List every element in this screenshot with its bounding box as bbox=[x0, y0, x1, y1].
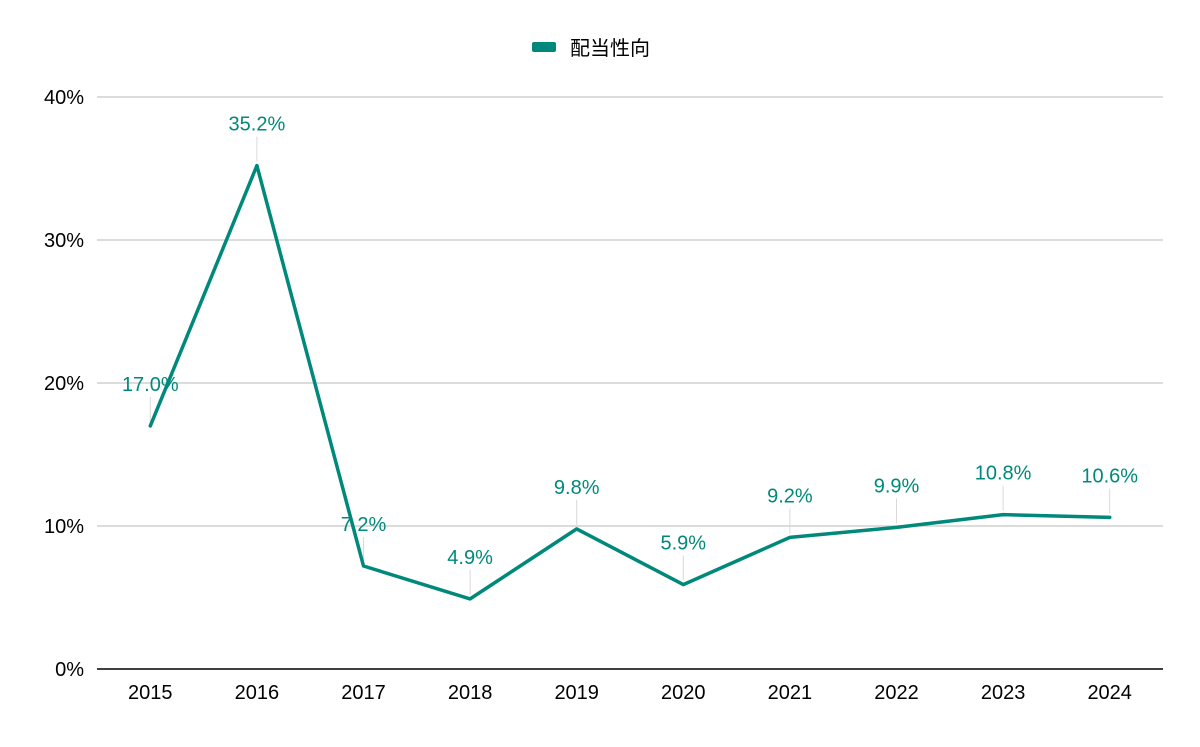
data-label: 17.0% bbox=[122, 374, 179, 396]
x-tick-label: 2023 bbox=[981, 682, 1026, 704]
data-label: 5.9% bbox=[661, 533, 707, 555]
data-point bbox=[1001, 513, 1005, 517]
data-label: 9.2% bbox=[767, 485, 813, 507]
data-point bbox=[255, 164, 259, 168]
data-point bbox=[575, 527, 579, 531]
data-point bbox=[362, 564, 365, 568]
data-label: 4.9% bbox=[447, 547, 493, 569]
x-tick-label: 2021 bbox=[768, 682, 813, 704]
x-tick-label: 2015 bbox=[128, 682, 173, 704]
data-point bbox=[788, 535, 792, 539]
x-tick-label: 2022 bbox=[874, 682, 919, 704]
series-lines bbox=[148, 163, 1112, 601]
y-tick-label: 10% bbox=[44, 516, 84, 538]
data-point bbox=[1108, 515, 1112, 519]
y-tick-label: 30% bbox=[44, 230, 84, 252]
x-tick-label: 2020 bbox=[661, 682, 706, 704]
series-line bbox=[148, 163, 1112, 601]
data-label: 7.2% bbox=[341, 514, 387, 536]
y-tick-label: 20% bbox=[44, 373, 84, 395]
data-point bbox=[148, 424, 152, 428]
x-tick-label: 2019 bbox=[554, 682, 599, 704]
data-label: 9.9% bbox=[874, 475, 920, 497]
data-labels: 17.0% 35.2% 7.2% 4.9% 9.8% 5.9% 9.2% 9.9% 10.8% 1… bbox=[122, 114, 1138, 569]
data-label: 10.6% bbox=[1081, 465, 1138, 487]
legend-swatch bbox=[532, 42, 556, 52]
data-point bbox=[468, 597, 472, 601]
x-tick-label: 2018 bbox=[448, 682, 493, 704]
x-tick-label: 2017 bbox=[341, 682, 386, 704]
x-tick-label: 2016 bbox=[235, 682, 280, 704]
y-tick-label: 40% bbox=[44, 87, 84, 109]
data-label: 9.8% bbox=[554, 477, 600, 499]
data-point bbox=[681, 583, 685, 587]
legend: 配当性向 bbox=[532, 37, 650, 60]
legend-label-payout-ratio: 配当性向 bbox=[570, 37, 650, 60]
data-label: 35.2% bbox=[229, 114, 286, 136]
x-tick-label: 2024 bbox=[1087, 682, 1132, 704]
gridlines bbox=[97, 96, 1163, 527]
data-label-leaders bbox=[149, 136, 1111, 595]
axes: 0% 10% 20% 30% 40% 2015 2016 2017 2018 2019 2020 20… bbox=[44, 87, 1163, 704]
data-point bbox=[895, 525, 898, 529]
data-label: 10.8% bbox=[975, 463, 1032, 485]
y-tick-label: 0% bbox=[55, 659, 84, 681]
